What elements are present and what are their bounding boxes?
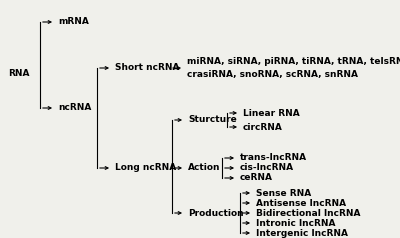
- Text: Long ncRNA: Long ncRNA: [115, 164, 176, 173]
- Text: RNA: RNA: [8, 69, 30, 79]
- Text: crasiRNA, snoRNA, scRNA, snRNA: crasiRNA, snoRNA, scRNA, snRNA: [187, 70, 358, 79]
- Text: Intergenic lncRNA: Intergenic lncRNA: [256, 228, 348, 238]
- Text: Intronic lncRNA: Intronic lncRNA: [256, 218, 336, 228]
- Text: Sturcture: Sturcture: [188, 115, 237, 124]
- Text: circRNA: circRNA: [243, 123, 283, 132]
- Text: ncRNA: ncRNA: [58, 104, 91, 113]
- Text: Linear RNA: Linear RNA: [243, 109, 300, 118]
- Text: Bidirectional lncRNA: Bidirectional lncRNA: [256, 208, 360, 218]
- Text: cis-lncRNA: cis-lncRNA: [240, 164, 294, 173]
- Text: Sense RNA: Sense RNA: [256, 188, 311, 198]
- Text: miRNA, siRNA, piRNA, tiRNA, tRNA, telsRNA,: miRNA, siRNA, piRNA, tiRNA, tRNA, telsRN…: [187, 56, 400, 65]
- Text: Production: Production: [188, 208, 244, 218]
- Text: mRNA: mRNA: [58, 18, 89, 26]
- Text: ceRNA: ceRNA: [240, 174, 273, 183]
- Text: trans-lncRNA: trans-lncRNA: [240, 154, 307, 163]
- Text: Antisense lncRNA: Antisense lncRNA: [256, 198, 346, 208]
- Text: Short ncRNA: Short ncRNA: [115, 64, 180, 73]
- Text: Action: Action: [188, 164, 220, 173]
